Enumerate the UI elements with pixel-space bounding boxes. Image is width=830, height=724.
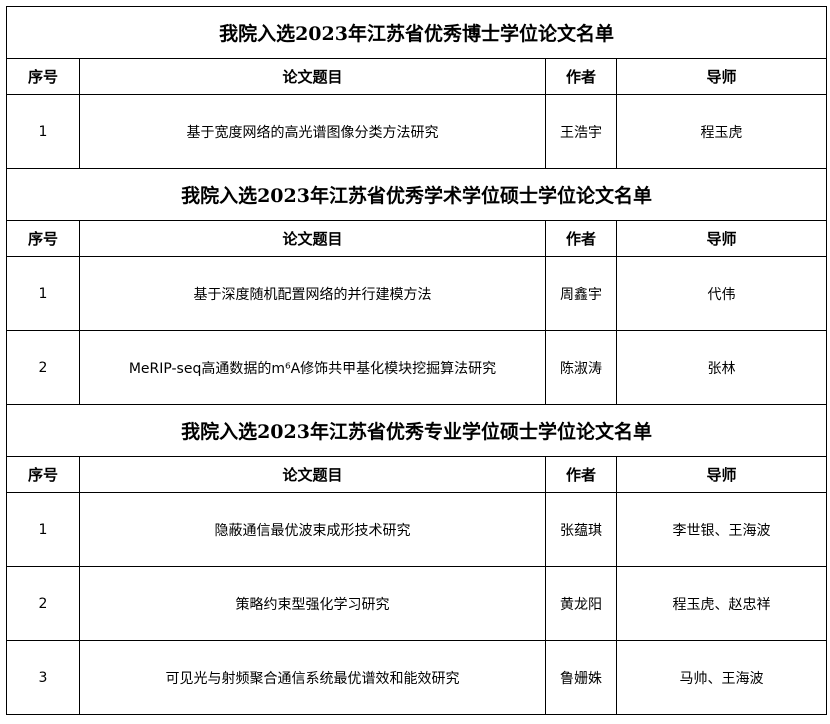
cell-author: 黄龙阳 [545, 566, 617, 641]
header-title: 论文题目 [79, 220, 546, 257]
table-row: 1 隐蔽通信最优波束成形技术研究 张蕴琪 李世银、王海波 [6, 492, 828, 567]
cell-title: 策略约束型强化学习研究 [79, 566, 546, 641]
section-title: 我院入选2023年江苏省优秀博士学位论文名单 [5, 6, 828, 59]
header-number: 序号 [6, 456, 80, 493]
cell-author: 鲁姗姝 [545, 640, 617, 715]
cell-title: 隐蔽通信最优波束成形技术研究 [79, 492, 546, 567]
cell-author: 张蕴琪 [545, 492, 617, 567]
header-advisor: 导师 [615, 456, 828, 493]
table-row: 2 策略约束型强化学习研究 黄龙阳 程玉虎、赵忠祥 [6, 566, 828, 641]
header-number: 序号 [6, 58, 80, 95]
table-row: 1 基于宽度网络的高光谱图像分类方法研究 王浩宇 程玉虎 [6, 94, 828, 169]
cell-no: 1 [6, 256, 80, 331]
cell-title: MeRIP-seq高通数据的m⁶A修饰共甲基化模块挖掘算法研究 [79, 330, 546, 405]
section-title: 我院入选2023年江苏省优秀专业学位硕士学位论文名单 [5, 404, 828, 457]
cell-advisor: 李世银、王海波 [615, 492, 828, 567]
cell-no: 2 [6, 330, 80, 405]
thesis-list-table: 我院入选2023年江苏省优秀博士学位论文名单 序号 论文题目 作者 导师 1 基于宽度网络的… [5, 6, 828, 715]
header-author: 作者 [545, 220, 617, 257]
header-number: 序号 [6, 220, 80, 257]
cell-author: 周鑫宇 [545, 256, 617, 331]
section-title-row: 我院入选2023年江苏省优秀专业学位硕士学位论文名单 [5, 404, 828, 457]
cell-advisor: 程玉虎 [615, 94, 828, 169]
table-row: 2 MeRIP-seq高通数据的m⁶A修饰共甲基化模块挖掘算法研究 陈淑涛 张林 [6, 330, 828, 405]
header-row: 序号 论文题目 作者 导师 [6, 456, 828, 493]
header-row: 序号 论文题目 作者 导师 [6, 58, 828, 95]
header-advisor: 导师 [615, 220, 828, 257]
cell-advisor: 代伟 [615, 256, 828, 331]
cell-advisor: 张林 [615, 330, 828, 405]
cell-no: 1 [6, 492, 80, 567]
section-title-row: 我院入选2023年江苏省优秀学术学位硕士学位论文名单 [5, 168, 828, 221]
cell-advisor: 马帅、王海波 [615, 640, 828, 715]
cell-title: 可见光与射频聚合通信系统最优谱效和能效研究 [79, 640, 546, 715]
header-author: 作者 [545, 58, 617, 95]
cell-title: 基于宽度网络的高光谱图像分类方法研究 [79, 94, 546, 169]
table-row: 3 可见光与射频聚合通信系统最优谱效和能效研究 鲁姗姝 马帅、王海波 [6, 640, 828, 715]
section-title: 我院入选2023年江苏省优秀学术学位硕士学位论文名单 [5, 168, 828, 221]
cell-author: 陈淑涛 [545, 330, 617, 405]
header-title: 论文题目 [79, 456, 546, 493]
header-author: 作者 [545, 456, 617, 493]
table-row: 1 基于深度随机配置网络的并行建模方法 周鑫宇 代伟 [6, 256, 828, 331]
cell-author: 王浩宇 [545, 94, 617, 169]
cell-no: 2 [6, 566, 80, 641]
section-title-row: 我院入选2023年江苏省优秀博士学位论文名单 [5, 6, 828, 59]
cell-no: 1 [6, 94, 80, 169]
header-row: 序号 论文题目 作者 导师 [6, 220, 828, 257]
cell-no: 3 [6, 640, 80, 715]
cell-advisor: 程玉虎、赵忠祥 [615, 566, 828, 641]
header-advisor: 导师 [615, 58, 828, 95]
header-title: 论文题目 [79, 58, 546, 95]
cell-title: 基于深度随机配置网络的并行建模方法 [79, 256, 546, 331]
